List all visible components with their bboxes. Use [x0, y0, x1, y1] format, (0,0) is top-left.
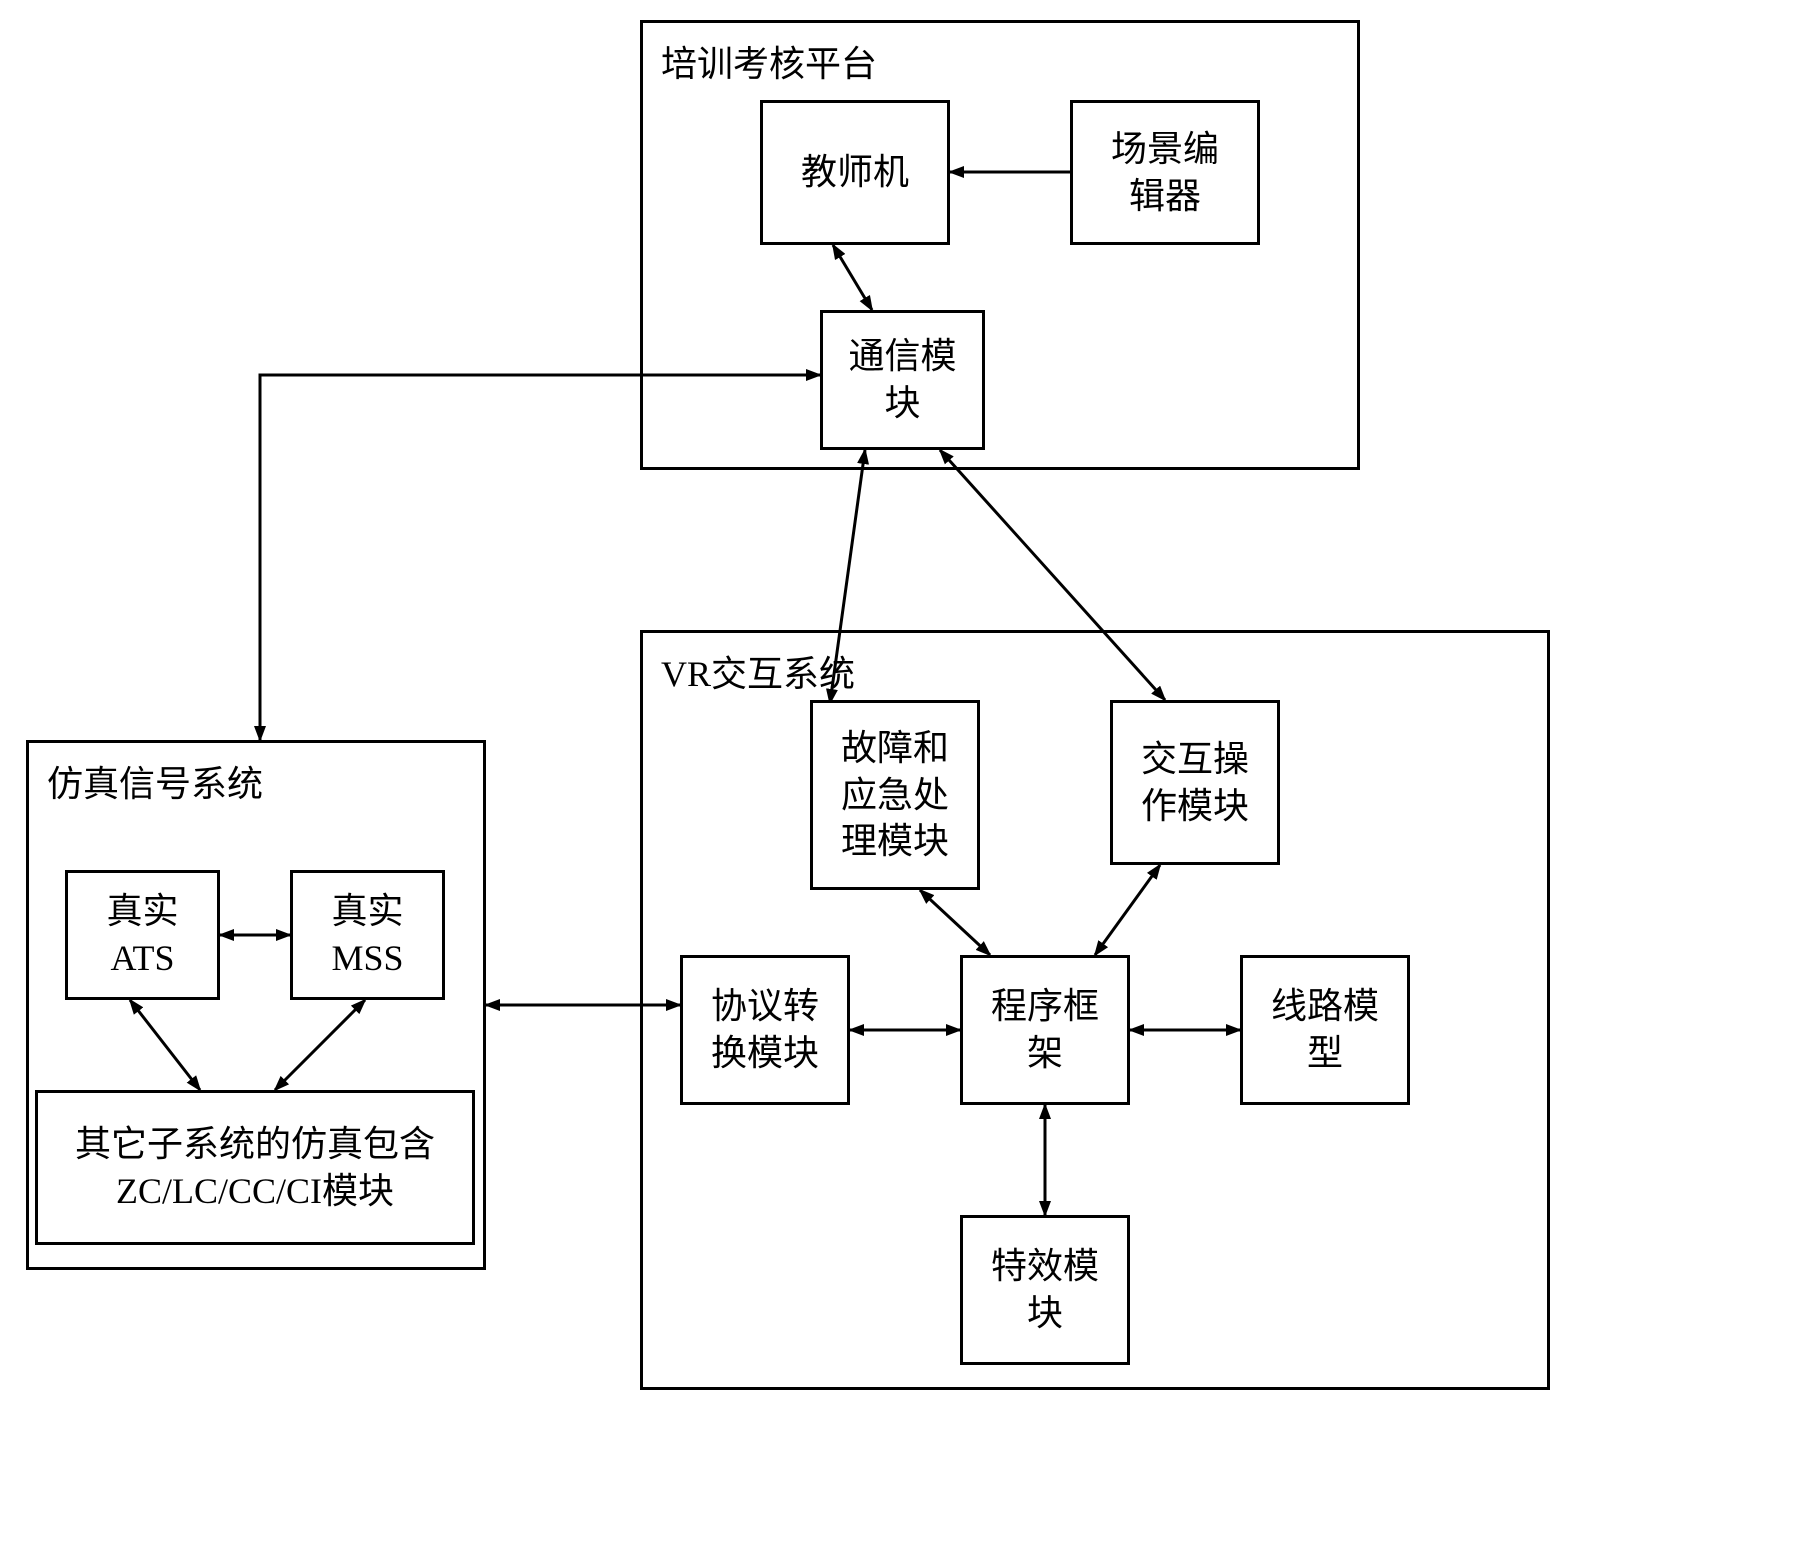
node-scene: 场景编辑器 — [1070, 100, 1260, 245]
node-comm: 通信模块 — [820, 310, 985, 450]
container-vr-label: VR交互系统 — [661, 645, 855, 697]
node-fault: 故障和应急处理模块 — [810, 700, 980, 890]
node-effect: 特效模块 — [960, 1215, 1130, 1365]
node-teacher: 教师机 — [760, 100, 950, 245]
node-framework: 程序框架 — [960, 955, 1130, 1105]
container-training-label: 培训考核平台 — [661, 35, 877, 87]
node-ats: 真实ATS — [65, 870, 220, 1000]
container-training: 培训考核平台 — [640, 20, 1360, 470]
node-protocol: 协议转换模块 — [680, 955, 850, 1105]
container-signal-label: 仿真信号系统 — [47, 755, 263, 807]
node-interact: 交互操作模块 — [1110, 700, 1280, 865]
node-other: 其它子系统的仿真包含ZC/LC/CC/CI模块 — [35, 1090, 475, 1245]
node-mss: 真实MSS — [290, 870, 445, 1000]
node-line: 线路模型 — [1240, 955, 1410, 1105]
